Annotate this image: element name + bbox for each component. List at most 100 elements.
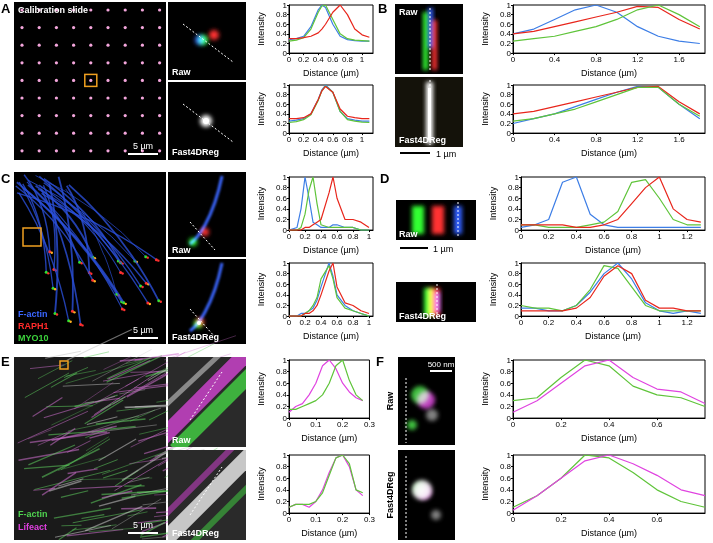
svg-text:1: 1 [283,259,288,268]
svg-text:1: 1 [367,232,372,241]
svg-text:0.2: 0.2 [276,39,288,48]
svg-text:0.2: 0.2 [337,420,349,429]
svg-text:0.6: 0.6 [651,420,663,429]
svg-text:Fast4DReg: Fast4DReg [399,311,446,321]
svg-text:0.6: 0.6 [327,135,339,144]
svg-text:Intensity: Intensity [256,12,266,46]
svg-text:Raw: Raw [172,67,192,77]
svg-text:1.2: 1.2 [632,135,644,144]
svg-text:0: 0 [511,135,516,144]
svg-text:1: 1 [507,356,512,365]
svg-text:MYO10: MYO10 [18,333,49,343]
svg-text:1.2: 1.2 [681,232,693,241]
svg-text:Raw: Raw [172,435,192,445]
svg-text:1: 1 [657,232,662,241]
svg-text:0.8: 0.8 [342,55,354,64]
svg-text:Intensity: Intensity [488,186,498,220]
svg-text:0.2: 0.2 [276,215,288,224]
svg-text:1: 1 [367,318,372,327]
svg-text:0.8: 0.8 [347,232,359,241]
svg-text:0.4: 0.4 [315,318,327,327]
svg-text:0.3: 0.3 [364,515,376,524]
svg-text:Intensity: Intensity [480,92,490,126]
svg-text:0.8: 0.8 [276,269,288,278]
svg-text:Intensity: Intensity [256,186,266,220]
svg-text:0.2: 0.2 [500,119,512,128]
svg-text:Intensity: Intensity [480,12,490,46]
svg-text:0.6: 0.6 [276,280,288,289]
svg-text:Fast4DReg: Fast4DReg [172,528,219,538]
svg-text:0.4: 0.4 [508,290,520,299]
svg-text:0.8: 0.8 [626,232,638,241]
svg-text:1: 1 [283,451,288,460]
svg-text:0.4: 0.4 [276,390,288,399]
svg-text:1.6: 1.6 [673,55,685,64]
svg-text:0.4: 0.4 [508,204,520,213]
svg-text:5 µm: 5 µm [133,325,153,335]
svg-text:0.8: 0.8 [508,269,520,278]
svg-text:0.4: 0.4 [500,485,512,494]
svg-text:Distance (µm): Distance (µm) [303,68,359,78]
svg-text:0.6: 0.6 [651,515,663,524]
svg-text:E: E [1,354,10,369]
svg-text:Fast4DReg: Fast4DReg [172,147,219,157]
svg-text:0.8: 0.8 [500,90,512,99]
svg-text:F-actin: F-actin [18,509,48,519]
svg-text:5 µm: 5 µm [133,141,153,151]
svg-text:0.2: 0.2 [500,39,512,48]
svg-text:1: 1 [283,173,288,182]
svg-text:0.4: 0.4 [276,485,288,494]
svg-text:0.4: 0.4 [603,420,615,429]
svg-text:0.6: 0.6 [327,55,339,64]
svg-text:F-actin: F-actin [18,309,48,319]
svg-text:0.2: 0.2 [543,318,555,327]
svg-text:0: 0 [519,232,524,241]
svg-text:1: 1 [515,173,520,182]
svg-text:0.8: 0.8 [347,318,359,327]
svg-text:0.8: 0.8 [276,10,288,19]
svg-text:0.6: 0.6 [500,474,512,483]
svg-text:0.8: 0.8 [500,10,512,19]
svg-text:0: 0 [511,420,516,429]
svg-text:0.6: 0.6 [500,20,512,29]
svg-text:0.6: 0.6 [331,318,343,327]
svg-text:0.2: 0.2 [508,215,520,224]
svg-text:1: 1 [283,1,288,10]
svg-text:0: 0 [287,55,292,64]
svg-text:0.4: 0.4 [276,204,288,213]
svg-text:Fast4DReg: Fast4DReg [385,471,395,518]
svg-text:0.8: 0.8 [276,90,288,99]
svg-text:0: 0 [287,318,292,327]
svg-text:500 nm: 500 nm [428,360,455,369]
svg-text:RAPH1: RAPH1 [18,321,49,331]
svg-text:0: 0 [287,135,292,144]
svg-text:0.8: 0.8 [590,135,602,144]
svg-text:0.4: 0.4 [313,135,325,144]
svg-text:0.8: 0.8 [500,367,512,376]
svg-text:0.2: 0.2 [298,55,310,64]
svg-text:0.2: 0.2 [298,135,310,144]
svg-text:0.8: 0.8 [508,183,520,192]
svg-text:0.4: 0.4 [276,29,288,38]
svg-text:0.2: 0.2 [276,497,288,506]
svg-text:1 µm: 1 µm [436,149,456,159]
svg-text:0.8: 0.8 [626,318,638,327]
svg-text:Raw: Raw [172,245,192,255]
svg-text:0.2: 0.2 [299,232,311,241]
svg-text:0.4: 0.4 [571,232,583,241]
svg-text:0.4: 0.4 [500,390,512,399]
svg-text:F: F [376,354,384,369]
svg-text:Fast4DReg: Fast4DReg [399,135,446,145]
svg-text:0: 0 [511,55,516,64]
svg-text:1: 1 [283,81,288,90]
svg-text:Intensity: Intensity [256,272,266,306]
svg-text:0.8: 0.8 [500,462,512,471]
svg-text:1: 1 [507,81,512,90]
svg-text:0.4: 0.4 [315,232,327,241]
svg-text:Distance (µm): Distance (µm) [585,331,641,341]
svg-text:0.4: 0.4 [500,29,512,38]
svg-text:0.6: 0.6 [500,379,512,388]
svg-text:5 µm: 5 µm [133,520,153,530]
svg-text:0.2: 0.2 [508,301,520,310]
svg-text:0.8: 0.8 [276,367,288,376]
